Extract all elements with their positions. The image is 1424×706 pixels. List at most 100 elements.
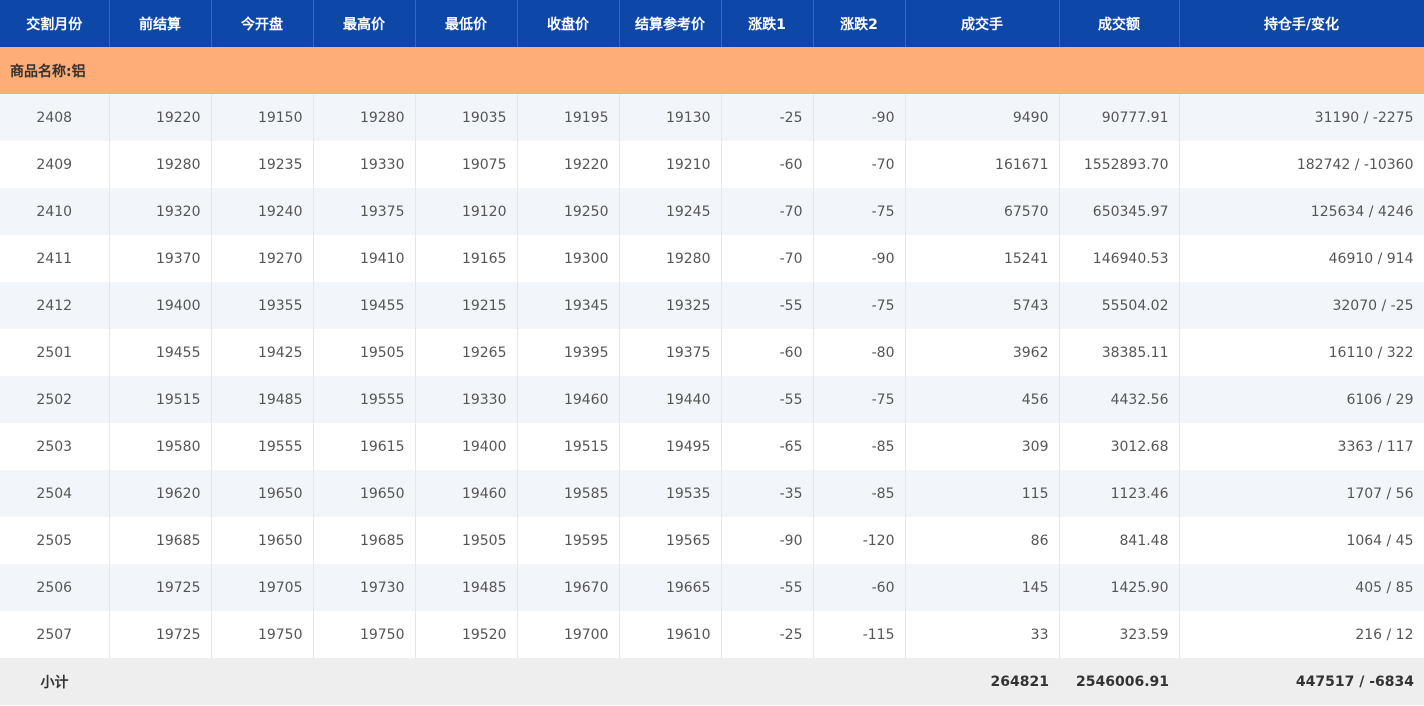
cell: -55 [721,282,814,329]
cell: -90 [721,517,814,564]
cell: 19485 [415,564,518,611]
empty-cell [721,658,813,705]
cell: -80 [813,329,906,376]
cell: -60 [813,564,906,611]
cell: 3962 [905,329,1060,376]
cell: 19300 [517,235,620,282]
cell: 19280 [619,235,722,282]
cell: 19220 [109,94,212,141]
cell: 5743 [905,282,1060,329]
cell: 323.59 [1059,611,1180,658]
cell: -25 [721,94,814,141]
cell: 2502 [0,376,110,423]
cell: 19650 [313,470,416,517]
cell: 3363 / 117 [1179,423,1424,470]
cell: 19370 [109,235,212,282]
header-row: 交割月份 前结算 今开盘 最高价 最低价 收盘价 结算参考价 涨跌1 涨跌2 成交手 成交额 持仓手/… [0,0,1424,47]
cell: -115 [813,611,906,658]
cell: 19395 [517,329,620,376]
cell: 19375 [619,329,722,376]
cell: 19485 [211,376,314,423]
cell: -70 [721,188,814,235]
data-row: 2409 19280 19235 19330 19075 19220 19210 -60 -70… [0,141,1424,188]
cell: 2412 [0,282,110,329]
column-header: 最低价 [415,0,518,47]
cell: 15241 [905,235,1060,282]
cell: 2506 [0,564,110,611]
cell: 1707 / 56 [1179,470,1424,517]
cell: -35 [721,470,814,517]
cell: 19355 [211,282,314,329]
cell: -60 [721,141,814,188]
column-header: 涨跌2 [813,0,906,47]
cell: 19320 [109,188,212,235]
cell: -75 [813,188,906,235]
cell: 2507 [0,611,110,658]
cell: 2411 [0,235,110,282]
cell: 19400 [109,282,212,329]
cell: 19615 [313,423,416,470]
cell: 19270 [211,235,314,282]
column-header: 持仓手/变化 [1179,0,1424,47]
data-row: 2412 19400 19355 19455 19215 19345 19325 -55 -75… [0,282,1424,329]
cell: 19375 [313,188,416,235]
data-row: 2410 19320 19240 19375 19120 19250 19245 -70 -75… [0,188,1424,235]
cell: 19730 [313,564,416,611]
cell: 19410 [313,235,416,282]
cell: 19725 [109,611,212,658]
cell: -85 [813,470,906,517]
cell: 2409 [0,141,110,188]
cell: 38385.11 [1059,329,1180,376]
cell: -60 [721,329,814,376]
cell: -70 [721,235,814,282]
cell: -75 [813,376,906,423]
data-row: 2502 19515 19485 19555 19330 19460 19440 -55 -75… [0,376,1424,423]
subtotal-label: 小计 [0,658,109,705]
cell: 19240 [211,188,314,235]
cell: 9490 [905,94,1060,141]
cell: 4432.56 [1059,376,1180,423]
data-row: 2504 19620 19650 19650 19460 19585 19535 -35 -85… [0,470,1424,517]
data-row: 2503 19580 19555 19615 19400 19515 19495 -65 -85… [0,423,1424,470]
cell: 841.48 [1059,517,1180,564]
cell: 115 [905,470,1060,517]
empty-cell [109,658,211,705]
cell: -65 [721,423,814,470]
cell: -90 [813,94,906,141]
subtotal-volume: 264821 [905,658,1059,705]
cell: 2410 [0,188,110,235]
cell: 19650 [211,470,314,517]
cell: 19280 [313,94,416,141]
cell: 19565 [619,517,722,564]
cell: -85 [813,423,906,470]
cell: 19130 [619,94,722,141]
empty-cell [813,658,905,705]
cell: 31190 / -2275 [1179,94,1424,141]
data-row: 2411 19370 19270 19410 19165 19300 19280 -70 -90… [0,235,1424,282]
subtotal-row: 小计 264821 2546006.91 447517 / -6834 [0,658,1424,705]
cell: 19505 [415,517,518,564]
cell: 19280 [109,141,212,188]
cell: 19665 [619,564,722,611]
cell: 182742 / -10360 [1179,141,1424,188]
cell: 1425.90 [1059,564,1180,611]
cell: 19440 [619,376,722,423]
cell: 125634 / 4246 [1179,188,1424,235]
data-row: 2505 19685 19650 19685 19505 19595 19565 -90 -12… [0,517,1424,564]
cell: 19250 [517,188,620,235]
subtotal-open-interest: 447517 / -6834 [1179,658,1424,705]
cell: 19535 [619,470,722,517]
cell: 19495 [619,423,722,470]
cell: 19400 [415,423,518,470]
empty-cell [517,658,619,705]
cell: 19685 [109,517,212,564]
cell: 19585 [517,470,620,517]
cell: 67570 [905,188,1060,235]
column-header: 最高价 [313,0,416,47]
cell: 86 [905,517,1060,564]
column-header: 交割月份 [0,0,110,47]
cell: 2503 [0,423,110,470]
cell: 2408 [0,94,110,141]
